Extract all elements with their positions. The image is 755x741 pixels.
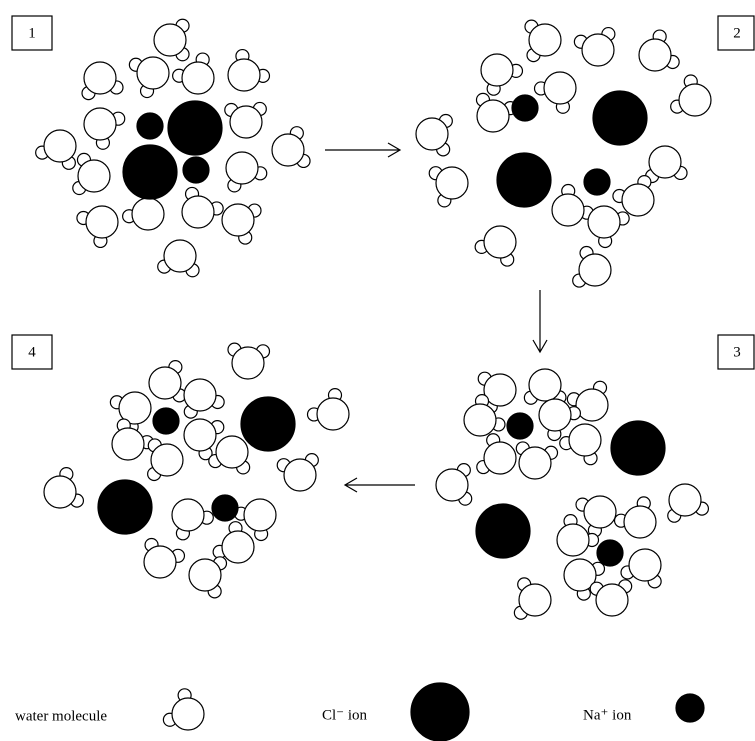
water-molecule — [149, 367, 181, 399]
water-molecule — [481, 54, 513, 86]
arrow — [345, 478, 415, 492]
water-molecule — [86, 206, 118, 238]
sodium-ion — [212, 495, 238, 521]
water-molecule — [582, 34, 614, 66]
sodium-ion — [512, 95, 538, 121]
water-molecule — [144, 546, 176, 578]
water-molecule — [436, 167, 468, 199]
chloride-ion — [123, 145, 177, 199]
water-molecule — [44, 476, 76, 508]
diagram: 1 2 3 4 water molecule Cl⁻ ion Na⁺ ion — [0, 0, 755, 741]
water-molecule — [544, 72, 576, 104]
water-molecule — [84, 62, 116, 94]
water-molecule — [184, 379, 216, 411]
water-molecule — [112, 428, 144, 460]
legend-label: Cl⁻ ion — [322, 707, 368, 723]
water-molecule — [629, 549, 661, 581]
water-molecule — [529, 24, 561, 56]
chloride-ion — [411, 683, 469, 741]
water-molecule — [172, 698, 204, 730]
water-molecule — [84, 108, 116, 140]
water-molecule — [588, 206, 620, 238]
sodium-ion — [137, 113, 163, 139]
water-molecule — [232, 347, 264, 379]
sodium-ion — [584, 169, 610, 195]
water-molecule — [596, 584, 628, 616]
panel-label: 1 — [28, 25, 36, 41]
panel-label: 3 — [733, 344, 741, 360]
water-molecule — [272, 134, 304, 166]
molecules — [36, 19, 711, 741]
chloride-ion — [241, 397, 295, 451]
chloride-ion — [98, 480, 152, 534]
water-molecule — [184, 419, 216, 451]
water-molecule — [584, 496, 616, 528]
sodium-ion — [676, 694, 704, 722]
water-molecule — [222, 531, 254, 563]
water-molecule — [579, 254, 611, 286]
water-molecule — [539, 399, 571, 431]
water-molecule — [622, 184, 654, 216]
water-molecule — [44, 130, 76, 162]
water-molecule — [226, 152, 258, 184]
water-molecule — [244, 499, 276, 531]
water-molecule — [569, 424, 601, 456]
panel-label: 2 — [733, 25, 741, 41]
water-molecule — [151, 444, 183, 476]
water-molecule — [164, 240, 196, 272]
water-molecule — [649, 146, 681, 178]
legend-label: Na⁺ ion — [583, 707, 632, 723]
chloride-ion — [611, 421, 665, 475]
water-molecule — [669, 484, 701, 516]
water-molecule — [576, 389, 608, 421]
water-molecule — [464, 404, 496, 436]
water-molecule — [317, 398, 349, 430]
water-molecule — [230, 106, 262, 138]
arrow — [325, 143, 400, 157]
sodium-ion — [153, 408, 179, 434]
arrow — [533, 290, 547, 352]
water-molecule — [182, 196, 214, 228]
water-molecule — [557, 524, 589, 556]
water-molecule — [172, 499, 204, 531]
water-molecule — [679, 84, 711, 116]
water-molecule — [529, 369, 561, 401]
sodium-ion — [597, 540, 623, 566]
sodium-ion — [507, 413, 533, 439]
water-molecule — [484, 226, 516, 258]
water-molecule — [284, 459, 316, 491]
water-molecule — [484, 442, 516, 474]
water-molecule — [182, 62, 214, 94]
water-molecule — [519, 584, 551, 616]
water-molecule — [228, 59, 260, 91]
panel-label: 4 — [28, 344, 36, 360]
water-molecule — [552, 194, 584, 226]
chloride-ion — [168, 101, 222, 155]
chloride-ion — [497, 153, 551, 207]
legend-label: water molecule — [15, 708, 107, 724]
water-molecule — [416, 118, 448, 150]
water-molecule — [137, 57, 169, 89]
water-molecule — [222, 204, 254, 236]
water-molecule — [189, 559, 221, 591]
water-molecule — [624, 506, 656, 538]
sodium-ion — [183, 157, 209, 183]
water-molecule — [154, 24, 186, 56]
water-molecule — [436, 469, 468, 501]
water-molecule — [78, 160, 110, 192]
water-molecule — [639, 39, 671, 71]
water-molecule — [216, 436, 248, 468]
chloride-ion — [593, 91, 647, 145]
water-molecule — [132, 198, 164, 230]
chloride-ion — [476, 504, 530, 558]
water-molecule — [477, 100, 509, 132]
water-molecule — [519, 447, 551, 479]
